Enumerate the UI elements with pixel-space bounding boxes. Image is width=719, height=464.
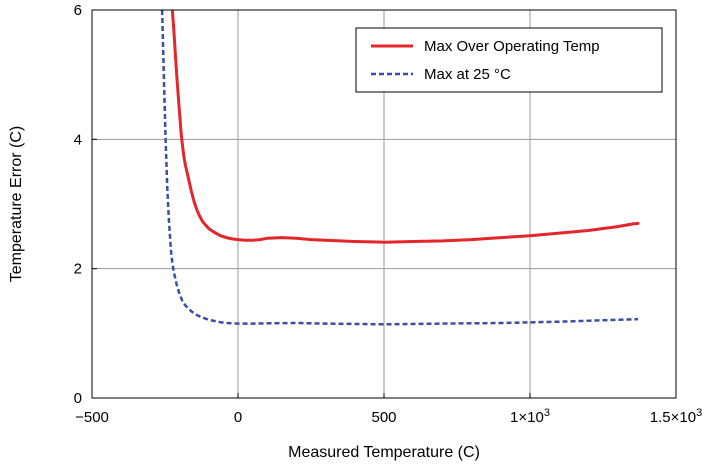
x-tick-label: 500 [371,409,396,426]
x-axis-label: Measured Temperature (C) [288,444,480,461]
y-tick-label: 0 [74,390,82,407]
y-axis-label: Temperature Error (C) [8,126,25,282]
legend: Max Over Operating Temp Max at 25 °C [355,27,663,93]
x-tick-label: 1.5×103 [650,407,702,426]
legend-label: Max at 25 °C [424,66,511,83]
legend-box [355,27,663,93]
y-tick-label: 4 [74,131,82,148]
x-tick-label: −500 [75,409,109,426]
y-tick-label: 6 [74,2,82,19]
series-line-1 [170,10,640,244]
legend-label: Max Over Operating Temp [424,38,600,55]
x-axis-ticks: −500 0 500 1×103 1.5×103 [75,393,702,426]
x-tick-label: 1×103 [510,407,550,426]
x-tick-label: 0 [234,409,242,426]
y-tick-label: 2 [74,261,82,278]
series-line-2 [160,10,639,326]
series-lines [160,10,640,326]
y-axis-ticks: 0 2 4 6 [74,2,97,407]
